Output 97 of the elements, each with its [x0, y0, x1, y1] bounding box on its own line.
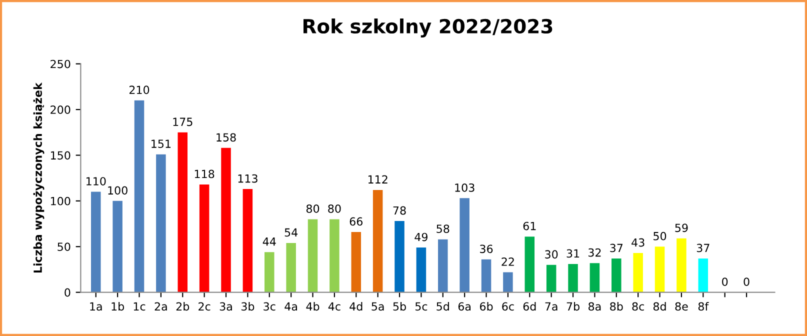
bar: [178, 132, 188, 292]
x-tick-label: 1c: [134, 302, 146, 311]
x-tick-label: 8b: [610, 302, 623, 311]
bar: [156, 154, 166, 292]
data-label: 43: [632, 238, 644, 247]
bar: [394, 221, 404, 292]
x-tick-label: 1b: [112, 302, 124, 311]
data-label: 80: [328, 204, 341, 213]
bar: [264, 252, 274, 292]
data-label: 78: [393, 206, 406, 215]
data-label: 59: [675, 224, 688, 232]
bar: [134, 100, 144, 292]
data-label: 151: [152, 140, 171, 148]
bar: [308, 219, 318, 292]
y-tick-label: 200: [50, 106, 70, 114]
data-label: 158: [216, 133, 236, 142]
data-label: 31: [566, 249, 580, 258]
x-tick-label: 6b: [480, 302, 493, 311]
x-tick-label: 8d: [653, 302, 666, 311]
x-tick-label: 2a: [154, 302, 167, 311]
bar: [633, 253, 643, 292]
x-tick-label: 2b: [176, 302, 190, 311]
bar: [221, 148, 231, 292]
x-tick-label: 6d: [523, 302, 536, 311]
x-tick-label: 4d: [350, 302, 362, 311]
data-label: 66: [350, 217, 363, 226]
x-tick-label: 1a: [90, 302, 102, 311]
data-label: 100: [108, 186, 128, 195]
data-label: 0: [744, 278, 750, 286]
y-tick-label: 0: [64, 288, 70, 297]
x-tick-label: 3a: [220, 302, 232, 311]
bar: [460, 198, 470, 292]
data-label: 210: [129, 86, 150, 94]
x-tick-label: 5a: [372, 302, 384, 311]
data-label: 110: [86, 177, 106, 186]
x-tick-label: 8e: [675, 302, 688, 311]
chart-title: Rok szkolny 2022/2023: [304, 18, 552, 38]
data-label: 44: [262, 238, 276, 246]
bar: [372, 190, 383, 292]
bar: [676, 238, 686, 292]
data-label: 37: [696, 244, 710, 252]
data-label: 49: [414, 232, 428, 242]
x-tick-label: 7b: [566, 302, 580, 311]
x-tick-label: 3b: [241, 302, 254, 311]
data-label: 50: [654, 232, 666, 240]
x-tick-label: 8c: [632, 302, 644, 311]
data-label: 0: [722, 278, 728, 286]
data-label: 32: [588, 248, 601, 257]
bar: [351, 232, 362, 292]
y-tick-label: 150: [50, 151, 70, 160]
data-label: 113: [238, 174, 258, 183]
bar: [698, 258, 708, 292]
data-label: 112: [368, 175, 388, 184]
data-label: 36: [480, 244, 493, 254]
data-label: 37: [610, 244, 623, 252]
x-tick-label: 8a: [588, 302, 601, 311]
x-tick-label: 8f: [698, 302, 709, 311]
data-label: 54: [284, 228, 298, 237]
data-label: 30: [545, 250, 558, 259]
data-label: 58: [436, 224, 450, 233]
data-label: 61: [523, 222, 536, 230]
data-label: 175: [173, 118, 192, 126]
x-tick-label: 6c: [502, 302, 514, 311]
x-tick-label: 6a: [458, 302, 471, 311]
bar: [612, 258, 622, 292]
x-tick-label: 5c: [415, 302, 428, 311]
bar: [524, 236, 535, 292]
x-tick-label: 4b: [306, 302, 320, 311]
y-axis-title: Liczba wypożyczonych książek: [33, 82, 44, 273]
x-tick-label: 2c: [198, 302, 210, 311]
data-label: 22: [502, 257, 514, 266]
bar: [503, 272, 513, 292]
y-tick-label: 100: [50, 196, 70, 206]
bar: [91, 192, 101, 292]
bar: [199, 184, 210, 292]
data-label: 118: [194, 170, 214, 178]
x-tick-label: 4c: [328, 302, 340, 311]
y-tick-label: 250: [50, 60, 70, 68]
x-tick-label: 7a: [545, 302, 558, 311]
bar: [654, 246, 665, 292]
data-label: 80: [306, 204, 320, 213]
data-label: 103: [455, 183, 474, 192]
bar: [568, 264, 578, 292]
x-tick-label: 5d: [436, 302, 449, 311]
x-tick-label: 3c: [264, 302, 276, 311]
x-tick-label: 5b: [393, 302, 406, 311]
bar: [112, 200, 122, 292]
bar: [242, 189, 253, 292]
bar: [546, 264, 556, 292]
x-tick-label: 4a: [284, 302, 298, 311]
bar: [481, 259, 492, 292]
bar: [590, 263, 600, 292]
bar: [286, 242, 296, 292]
y-tick-label: 50: [58, 242, 70, 252]
bar: [438, 239, 448, 292]
bar: [416, 248, 426, 292]
bar: [330, 219, 340, 292]
